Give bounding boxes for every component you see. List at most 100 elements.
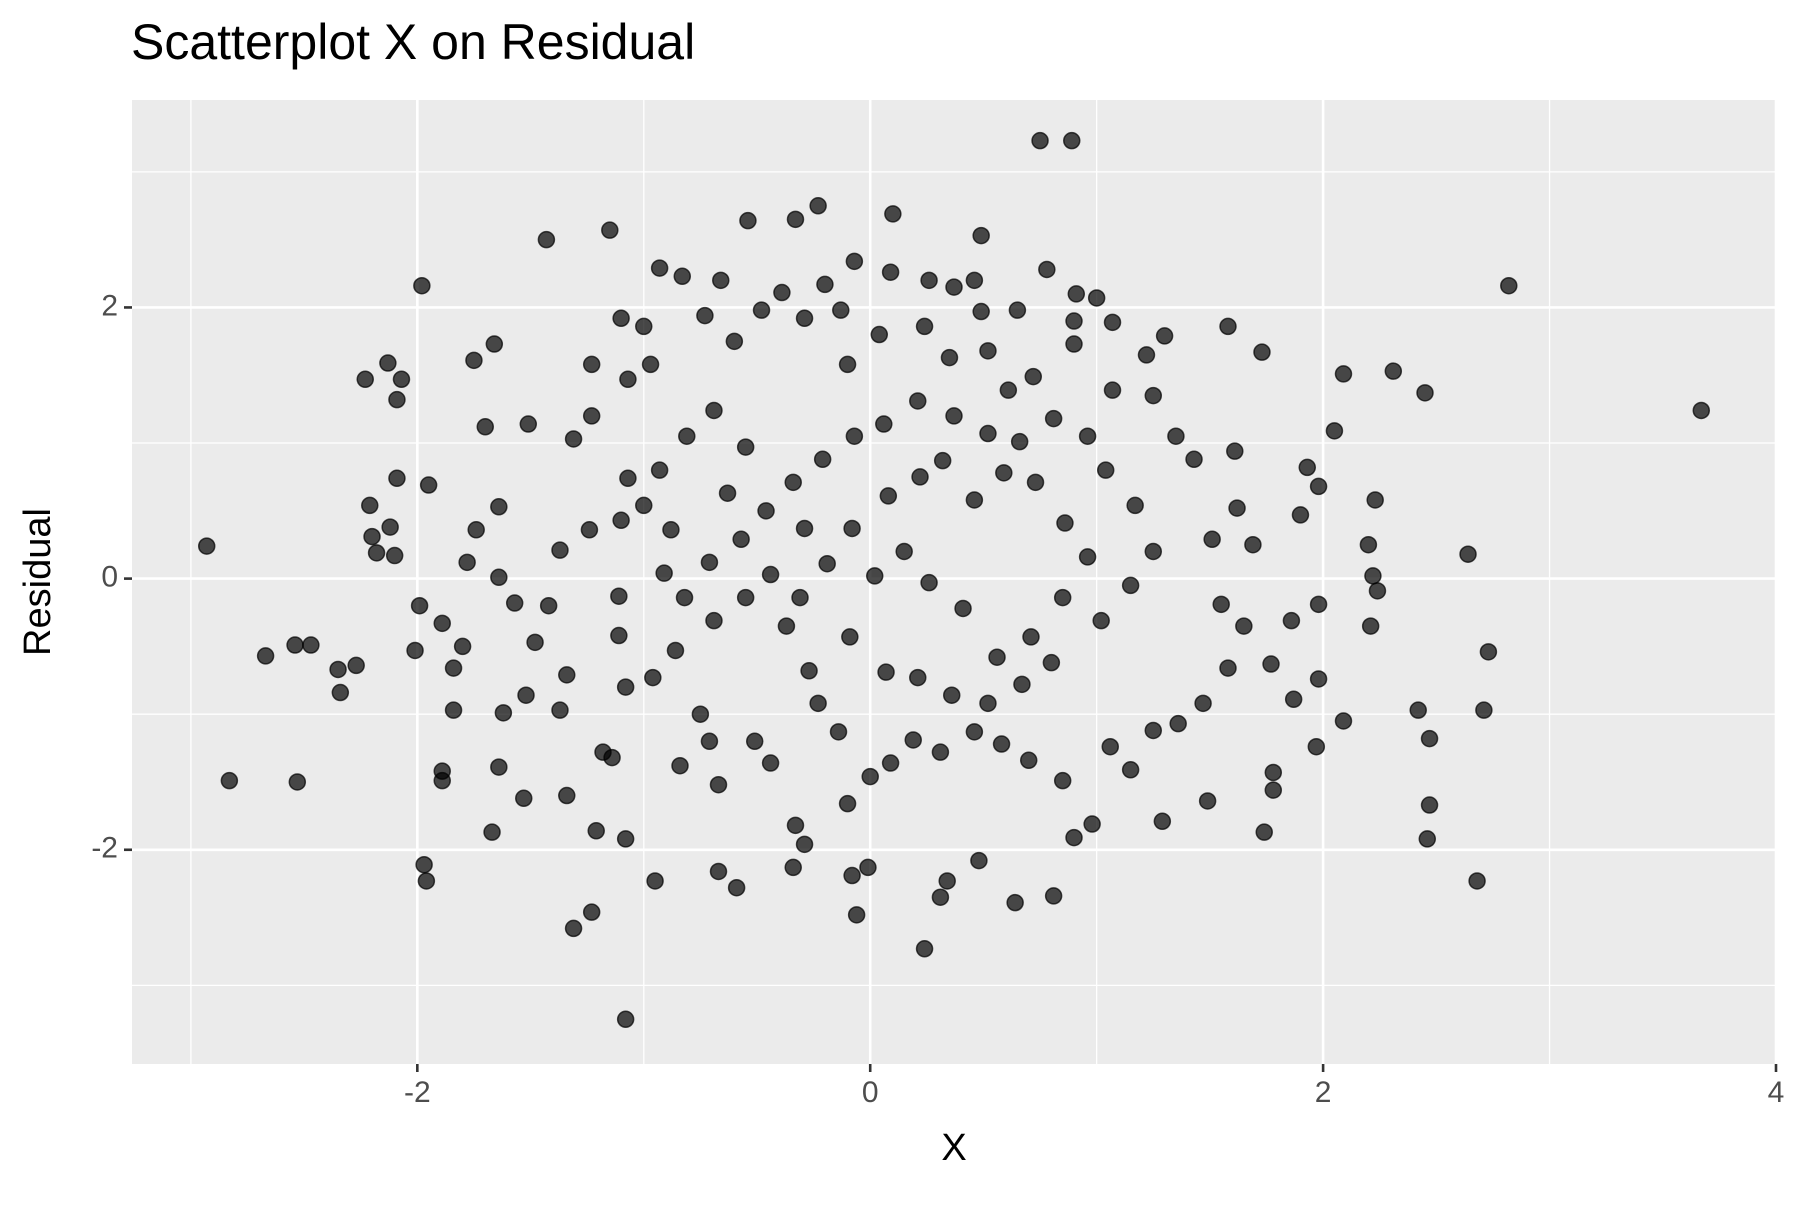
point — [705, 401, 723, 420]
point — [1284, 690, 1303, 709]
point — [616, 1010, 635, 1029]
point — [1078, 427, 1097, 445]
point — [1219, 659, 1237, 677]
point — [1024, 367, 1043, 386]
point — [610, 626, 628, 645]
point — [1468, 872, 1486, 890]
point — [1008, 301, 1027, 319]
point — [1309, 477, 1328, 496]
point — [1065, 828, 1083, 847]
point — [256, 647, 275, 665]
point — [933, 451, 952, 470]
point — [1475, 701, 1493, 719]
point — [1126, 496, 1144, 515]
point — [752, 301, 771, 319]
point — [1103, 381, 1122, 399]
point — [1228, 499, 1246, 517]
point — [1022, 628, 1040, 646]
point — [526, 633, 544, 652]
point — [392, 370, 411, 389]
point — [558, 666, 576, 684]
point — [1144, 386, 1163, 405]
point — [286, 636, 304, 654]
point — [761, 754, 780, 772]
point — [564, 919, 583, 938]
point — [678, 427, 696, 445]
point — [551, 701, 569, 719]
point — [587, 822, 605, 840]
point — [467, 521, 485, 539]
point — [655, 564, 673, 582]
point — [845, 252, 864, 271]
point — [385, 546, 404, 565]
point — [582, 355, 601, 374]
point — [1409, 701, 1427, 719]
point — [847, 906, 866, 924]
point — [1044, 409, 1063, 428]
point — [220, 771, 239, 790]
point — [920, 573, 938, 592]
point — [931, 888, 950, 906]
point — [515, 789, 533, 808]
point — [1096, 461, 1115, 479]
point — [406, 641, 424, 660]
x-tick-label: 4 — [1768, 1076, 1785, 1109]
point — [884, 205, 902, 223]
point — [433, 614, 451, 633]
point — [367, 544, 386, 562]
point — [1325, 422, 1344, 440]
point — [745, 732, 764, 751]
point — [444, 701, 463, 719]
point — [564, 430, 583, 448]
point — [859, 858, 877, 877]
point — [818, 554, 836, 573]
point — [705, 611, 723, 630]
point — [650, 461, 669, 479]
point — [915, 317, 934, 336]
point — [650, 259, 669, 277]
point — [1053, 771, 1072, 790]
point — [490, 498, 508, 516]
point — [1416, 384, 1434, 402]
point — [662, 521, 680, 539]
y-axis-title: Residual — [17, 508, 59, 656]
point — [1235, 617, 1253, 635]
point — [612, 309, 630, 328]
point — [582, 903, 601, 921]
point — [700, 732, 719, 751]
point — [1459, 545, 1477, 563]
point — [1144, 721, 1163, 740]
point — [1185, 450, 1203, 469]
point — [1479, 643, 1498, 661]
point — [619, 370, 637, 389]
point — [1042, 653, 1061, 672]
point — [619, 469, 637, 488]
point — [979, 342, 997, 360]
point — [616, 830, 635, 848]
point — [1044, 887, 1063, 905]
point — [539, 596, 558, 615]
point — [757, 502, 775, 520]
point — [970, 851, 988, 870]
point — [761, 565, 780, 584]
y-tick-label: 0 — [101, 561, 118, 594]
point — [1264, 781, 1283, 799]
point — [940, 348, 959, 367]
point — [1065, 312, 1083, 330]
point — [1309, 595, 1328, 614]
point — [612, 511, 630, 530]
point — [999, 381, 1018, 399]
point — [646, 872, 664, 890]
point — [1309, 670, 1328, 688]
point — [453, 637, 472, 656]
point — [861, 767, 879, 786]
point — [732, 530, 750, 549]
point — [1291, 506, 1310, 524]
point — [870, 325, 889, 344]
point — [915, 940, 934, 958]
point — [879, 487, 898, 505]
point — [1092, 611, 1110, 630]
point — [417, 872, 436, 890]
point — [675, 588, 694, 607]
